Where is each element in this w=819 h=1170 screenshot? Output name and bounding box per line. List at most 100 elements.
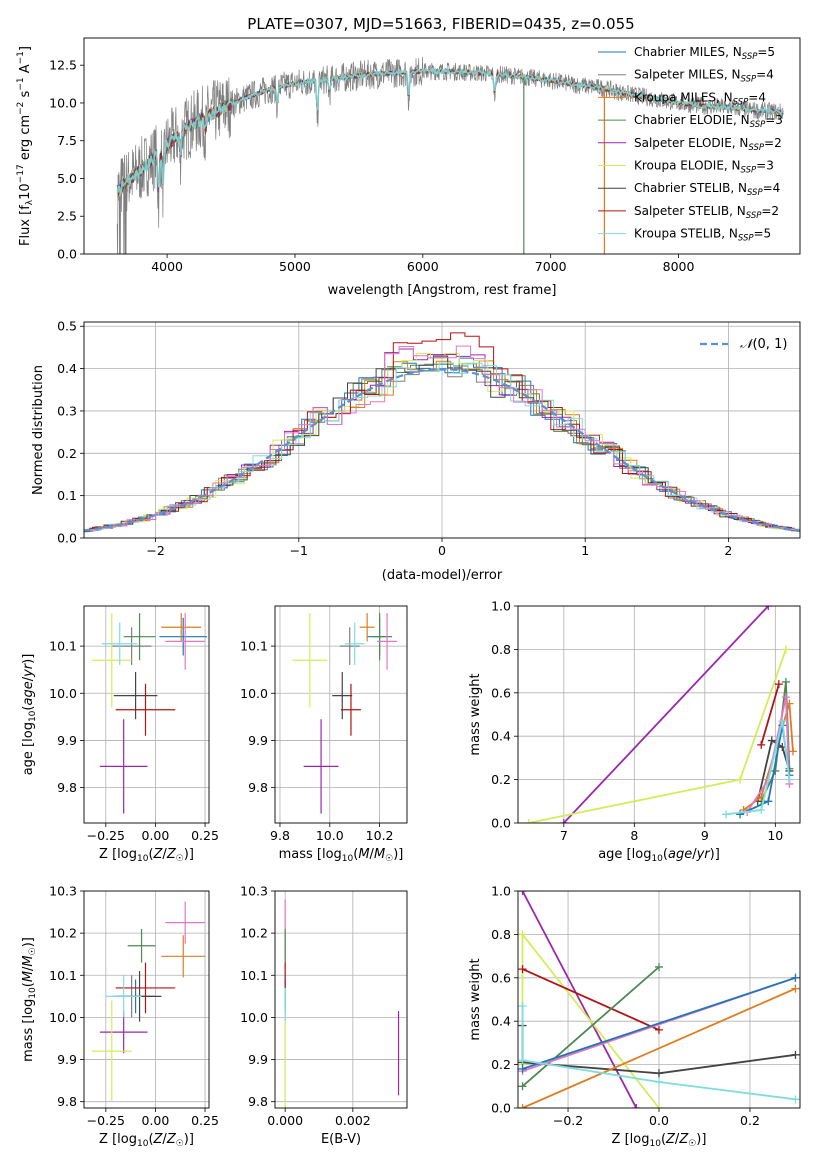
x-axis-label-part: / (370, 847, 375, 862)
y-tick-label: 9.8 (248, 780, 268, 795)
x-axis-label-part: Z (665, 1132, 676, 1147)
legend-label-tail: =4 (756, 68, 774, 82)
model-spectrum-line (116, 68, 784, 196)
panel-weight-vs-Z: −0.2 0.0 0.20.00.20.40.60.81.0Z [log10(Z/Z… (468, 884, 801, 1149)
x-axis-label-part: / (162, 847, 167, 862)
y-tick-label: 0.6 (491, 685, 511, 700)
y-tick-label: 10.1 (49, 639, 77, 654)
legend-label-sub: SSP (747, 188, 763, 198)
x-tick-label: 0.00 (142, 828, 170, 843)
panel-age-vs-Z: −0.25 0.00 0.259.89.910.010.1Z [log10(Z/Z☉… (21, 605, 219, 864)
x-axis-label-part: / (692, 847, 697, 862)
model-spectrum-line (116, 68, 784, 193)
legend-label-tail: =3 (756, 159, 774, 173)
y-label-part: ] (18, 46, 33, 51)
x-tick-label: 10 (767, 828, 783, 843)
y-axis-label-part: 10 (28, 710, 38, 722)
x-axis-label-part: )] (696, 1132, 706, 1147)
y-axis-label-part: yr (21, 662, 36, 678)
mass-weight-line (563, 606, 769, 823)
mass-weight-marker (736, 810, 745, 819)
y-tick-label: 0.5 (57, 319, 77, 334)
legend-label: Salpeter ELODIE, NSSP=2 (634, 136, 782, 153)
panel-spectrum: 4000 5000 6000 7000 8000 0.0 2.5 5.0 7.5 10.0 12.5… (16, 37, 801, 298)
mass-weight-marker (791, 1095, 800, 1104)
legend-label-main: Kroupa ELODIE, N (634, 159, 741, 173)
mass-weight-line (522, 968, 660, 1031)
mass-weight-marker (721, 810, 730, 819)
x-tick-label: 0.25 (191, 828, 219, 843)
x-tick-label: 0.25 (191, 1113, 219, 1128)
x-axis-label-part: Z [log (99, 1132, 137, 1147)
y-tick-label: 9.9 (248, 733, 268, 748)
y-tick-label: 7.5 (57, 133, 77, 148)
mass-weight-line (725, 720, 791, 816)
y-label-part: 10 (18, 183, 33, 200)
y-tick-label: 2.5 (57, 209, 77, 224)
y-label-part: −2 (16, 102, 26, 115)
y-tick-label: 0.0 (57, 531, 77, 546)
mass-weight-marker (764, 797, 773, 806)
plot-area (116, 56, 784, 254)
x-axis-label: wavelength [Angstrom, rest frame] (328, 283, 557, 298)
x-axis-label-part: ( (353, 847, 358, 862)
y-axis-label-part: ( (21, 706, 36, 711)
x-axis-label-part: ☉ (176, 1139, 184, 1149)
y-axis-label: Normed distribution (31, 365, 46, 495)
legend-label-tail: =5 (754, 227, 772, 241)
legend-label: Kroupa ELODIE, NSSP=3 (634, 159, 774, 176)
legend-label-main: Kroupa STELIB, N (634, 227, 738, 241)
y-axis-label: mass weight (468, 673, 483, 755)
x-axis-label: (data-model)/error (382, 568, 503, 583)
mass-weight-marker (518, 965, 527, 974)
legend-label-sub: SSP (748, 143, 764, 153)
y-axis-label-part: M (21, 955, 36, 966)
histogram-step-line (84, 362, 800, 532)
x-axis-label-part: )] (393, 847, 403, 862)
axes-frame (517, 605, 801, 824)
mass-weight-marker (518, 891, 527, 895)
y-tick-label: 0.8 (491, 927, 511, 942)
x-tick-label: 2 (724, 543, 732, 558)
mass-weight-marker (518, 1082, 527, 1091)
mass-weight-marker (655, 1104, 663, 1108)
legend-label-sub: SSP (741, 75, 757, 85)
axes-frame (517, 890, 801, 1109)
mass-weight-marker (632, 1104, 641, 1108)
x-tick-label: 8000 (663, 259, 695, 274)
x-axis-label-part: Z (166, 1132, 177, 1147)
panel-mass-vs-Z: −0.25 0.00 0.25 9.8 9.9 10.0 10.1 10.2 10.3 Z [lo… (21, 884, 219, 1150)
legend-label: Chabrier STELIB, NSSP=4 (634, 181, 780, 198)
y-tick-label: 0.2 (57, 446, 77, 461)
mass-weight-marker (788, 747, 797, 756)
plot-area (84, 322, 800, 538)
mass-weight-marker (518, 1056, 527, 1065)
axes-frame (274, 605, 408, 824)
y-label-part: Flux [f (18, 205, 33, 246)
x-axis-label-part: 10 (651, 854, 663, 864)
plot-area (275, 891, 407, 1108)
y-tick-label: 9.9 (248, 1052, 268, 1067)
mass-weight-marker (757, 740, 766, 749)
plot-area (275, 606, 407, 823)
mass-weight-marker (655, 1069, 663, 1078)
legend-label-main: Salpeter STELIB, N (634, 204, 746, 218)
mass-weight-line (522, 987, 796, 1108)
mass-weight-line (522, 976, 796, 1070)
legend-label-sub: SSP (750, 120, 766, 130)
mass-weight-line (521, 966, 660, 1087)
y-axis-label: mass weight (468, 958, 483, 1040)
x-axis-label-part: Z [log (612, 1132, 650, 1147)
mass-weight-marker (767, 736, 776, 745)
x-axis-label-part: ☉ (688, 1139, 696, 1149)
x-axis-label: E(B-V) (321, 1132, 361, 1147)
mass-weight-line (521, 1006, 796, 1101)
y-tick-label: 9.8 (57, 780, 77, 795)
axes-frame (83, 37, 801, 255)
plot-area (84, 891, 209, 1108)
legend-label: Salpeter STELIB, NSSP=2 (634, 204, 779, 221)
x-axis-label-part: ( (148, 847, 153, 862)
y-tick-label: 9.8 (248, 1094, 268, 1109)
x-axis-label-part: Z [log (99, 847, 137, 862)
